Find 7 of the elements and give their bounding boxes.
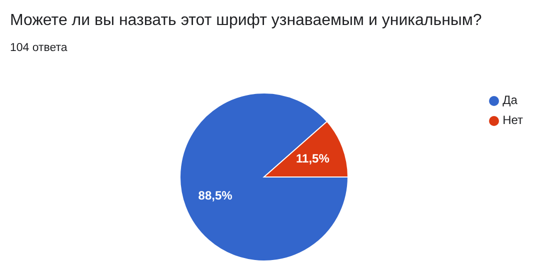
text: 104 ответа: [9, 42, 68, 54]
pie-slice: [180, 92, 348, 262]
data-label: 11,5%: [296, 152, 330, 166]
data-label: 88,5%: [198, 188, 233, 202]
legend-label: Нет: [502, 113, 523, 127]
legend-label: Да: [502, 93, 518, 107]
chart-title: Можете ли вы назвать этот шрифт узнаваемым и уникальным?: [9, 11, 483, 30]
